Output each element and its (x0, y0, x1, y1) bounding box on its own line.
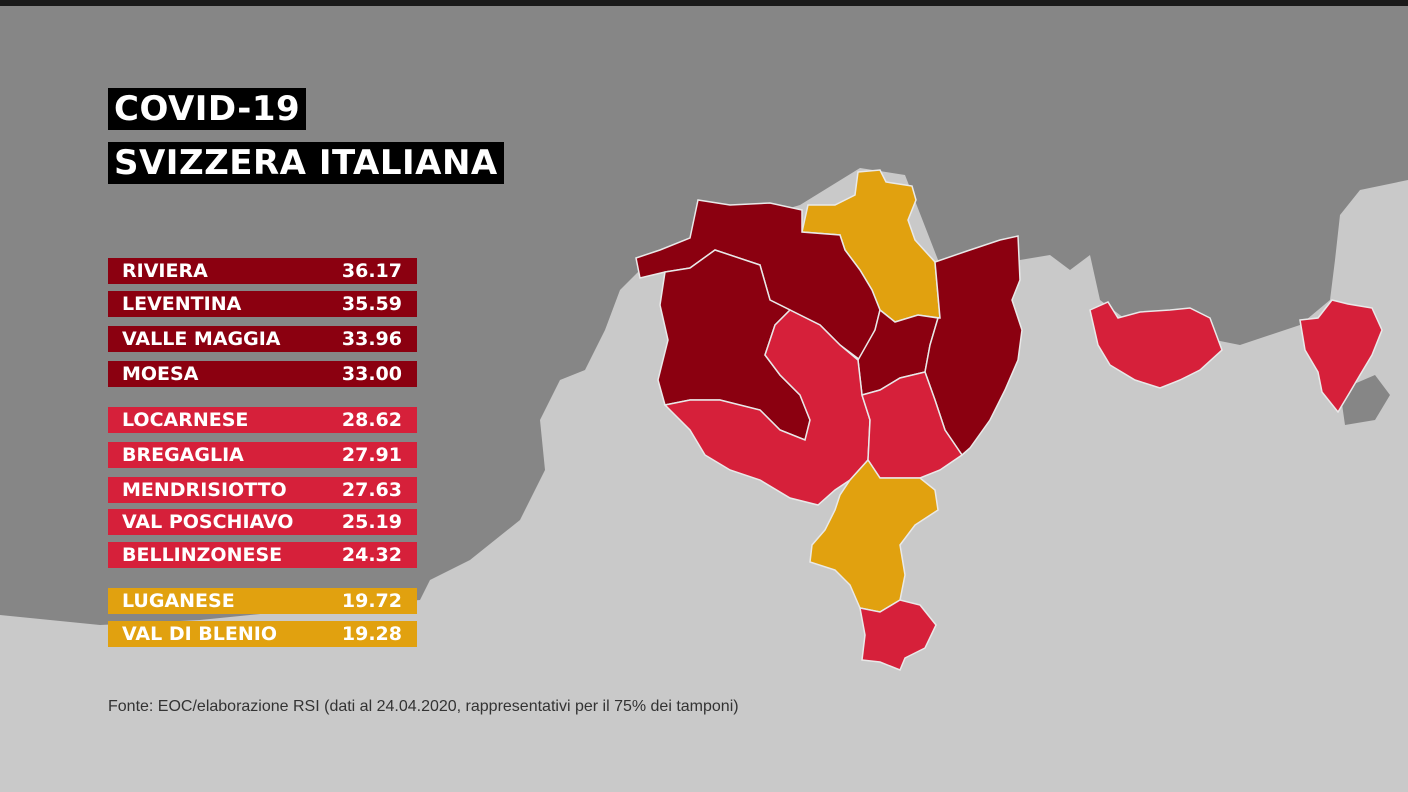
region-name: BELLINZONESE (122, 544, 283, 566)
region-name: BREGAGLIA (122, 444, 244, 466)
region-name: LOCARNESE (122, 409, 249, 431)
region-name: RIVIERA (122, 260, 208, 282)
region-value: 33.00 (341, 363, 402, 385)
region-value: 19.28 (341, 623, 402, 645)
table-row: MOESA 33.00 (108, 361, 417, 387)
region-name: MENDRISIOTTO (122, 479, 287, 501)
region-value: 25.19 (341, 511, 402, 533)
region-name: VAL DI BLENIO (122, 623, 277, 645)
table-row: RIVIERA 36.17 (108, 258, 417, 284)
region-value: 35.59 (341, 293, 402, 315)
table-row: VALLE MAGGIA 33.96 (108, 326, 417, 352)
region-name: LEVENTINA (122, 293, 242, 315)
region-moesa (924, 235, 1023, 457)
table-row: VAL DI BLENIO 19.28 (108, 621, 417, 647)
table-row: BELLINZONESE 24.32 (108, 542, 417, 568)
source-note: Fonte: EOC/elaborazione RSI (dati al 24.… (108, 698, 739, 715)
region-value: 27.63 (341, 479, 402, 501)
table-row: LEVENTINA 35.59 (108, 291, 417, 317)
region-value: 24.32 (341, 544, 402, 566)
region-mendrisiotto (859, 599, 937, 671)
region-value: 28.62 (341, 409, 402, 431)
region-val-poschiavo (1299, 299, 1383, 414)
table-row: VAL POSCHIAVO 25.19 (108, 509, 417, 535)
title-line-2: SVIZZERA ITALIANA (108, 142, 504, 184)
region-name: VAL POSCHIAVO (122, 511, 294, 533)
table-row: MENDRISIOTTO 27.63 (108, 477, 417, 503)
region-bregaglia (1089, 301, 1223, 389)
table-row: LOCARNESE 28.62 (108, 407, 417, 433)
top-border (0, 0, 1408, 6)
region-value: 36.17 (341, 260, 402, 282)
table-row: LUGANESE 19.72 (108, 588, 417, 614)
region-value: 33.96 (341, 328, 402, 350)
region-name: MOESA (122, 363, 199, 385)
region-name: VALLE MAGGIA (122, 328, 281, 350)
title-line-1: COVID-19 (108, 88, 307, 130)
table-row: BREGAGLIA 27.91 (108, 442, 417, 468)
region-value: 27.91 (341, 444, 402, 466)
region-name: LUGANESE (122, 590, 235, 612)
region-value: 19.72 (341, 590, 402, 612)
